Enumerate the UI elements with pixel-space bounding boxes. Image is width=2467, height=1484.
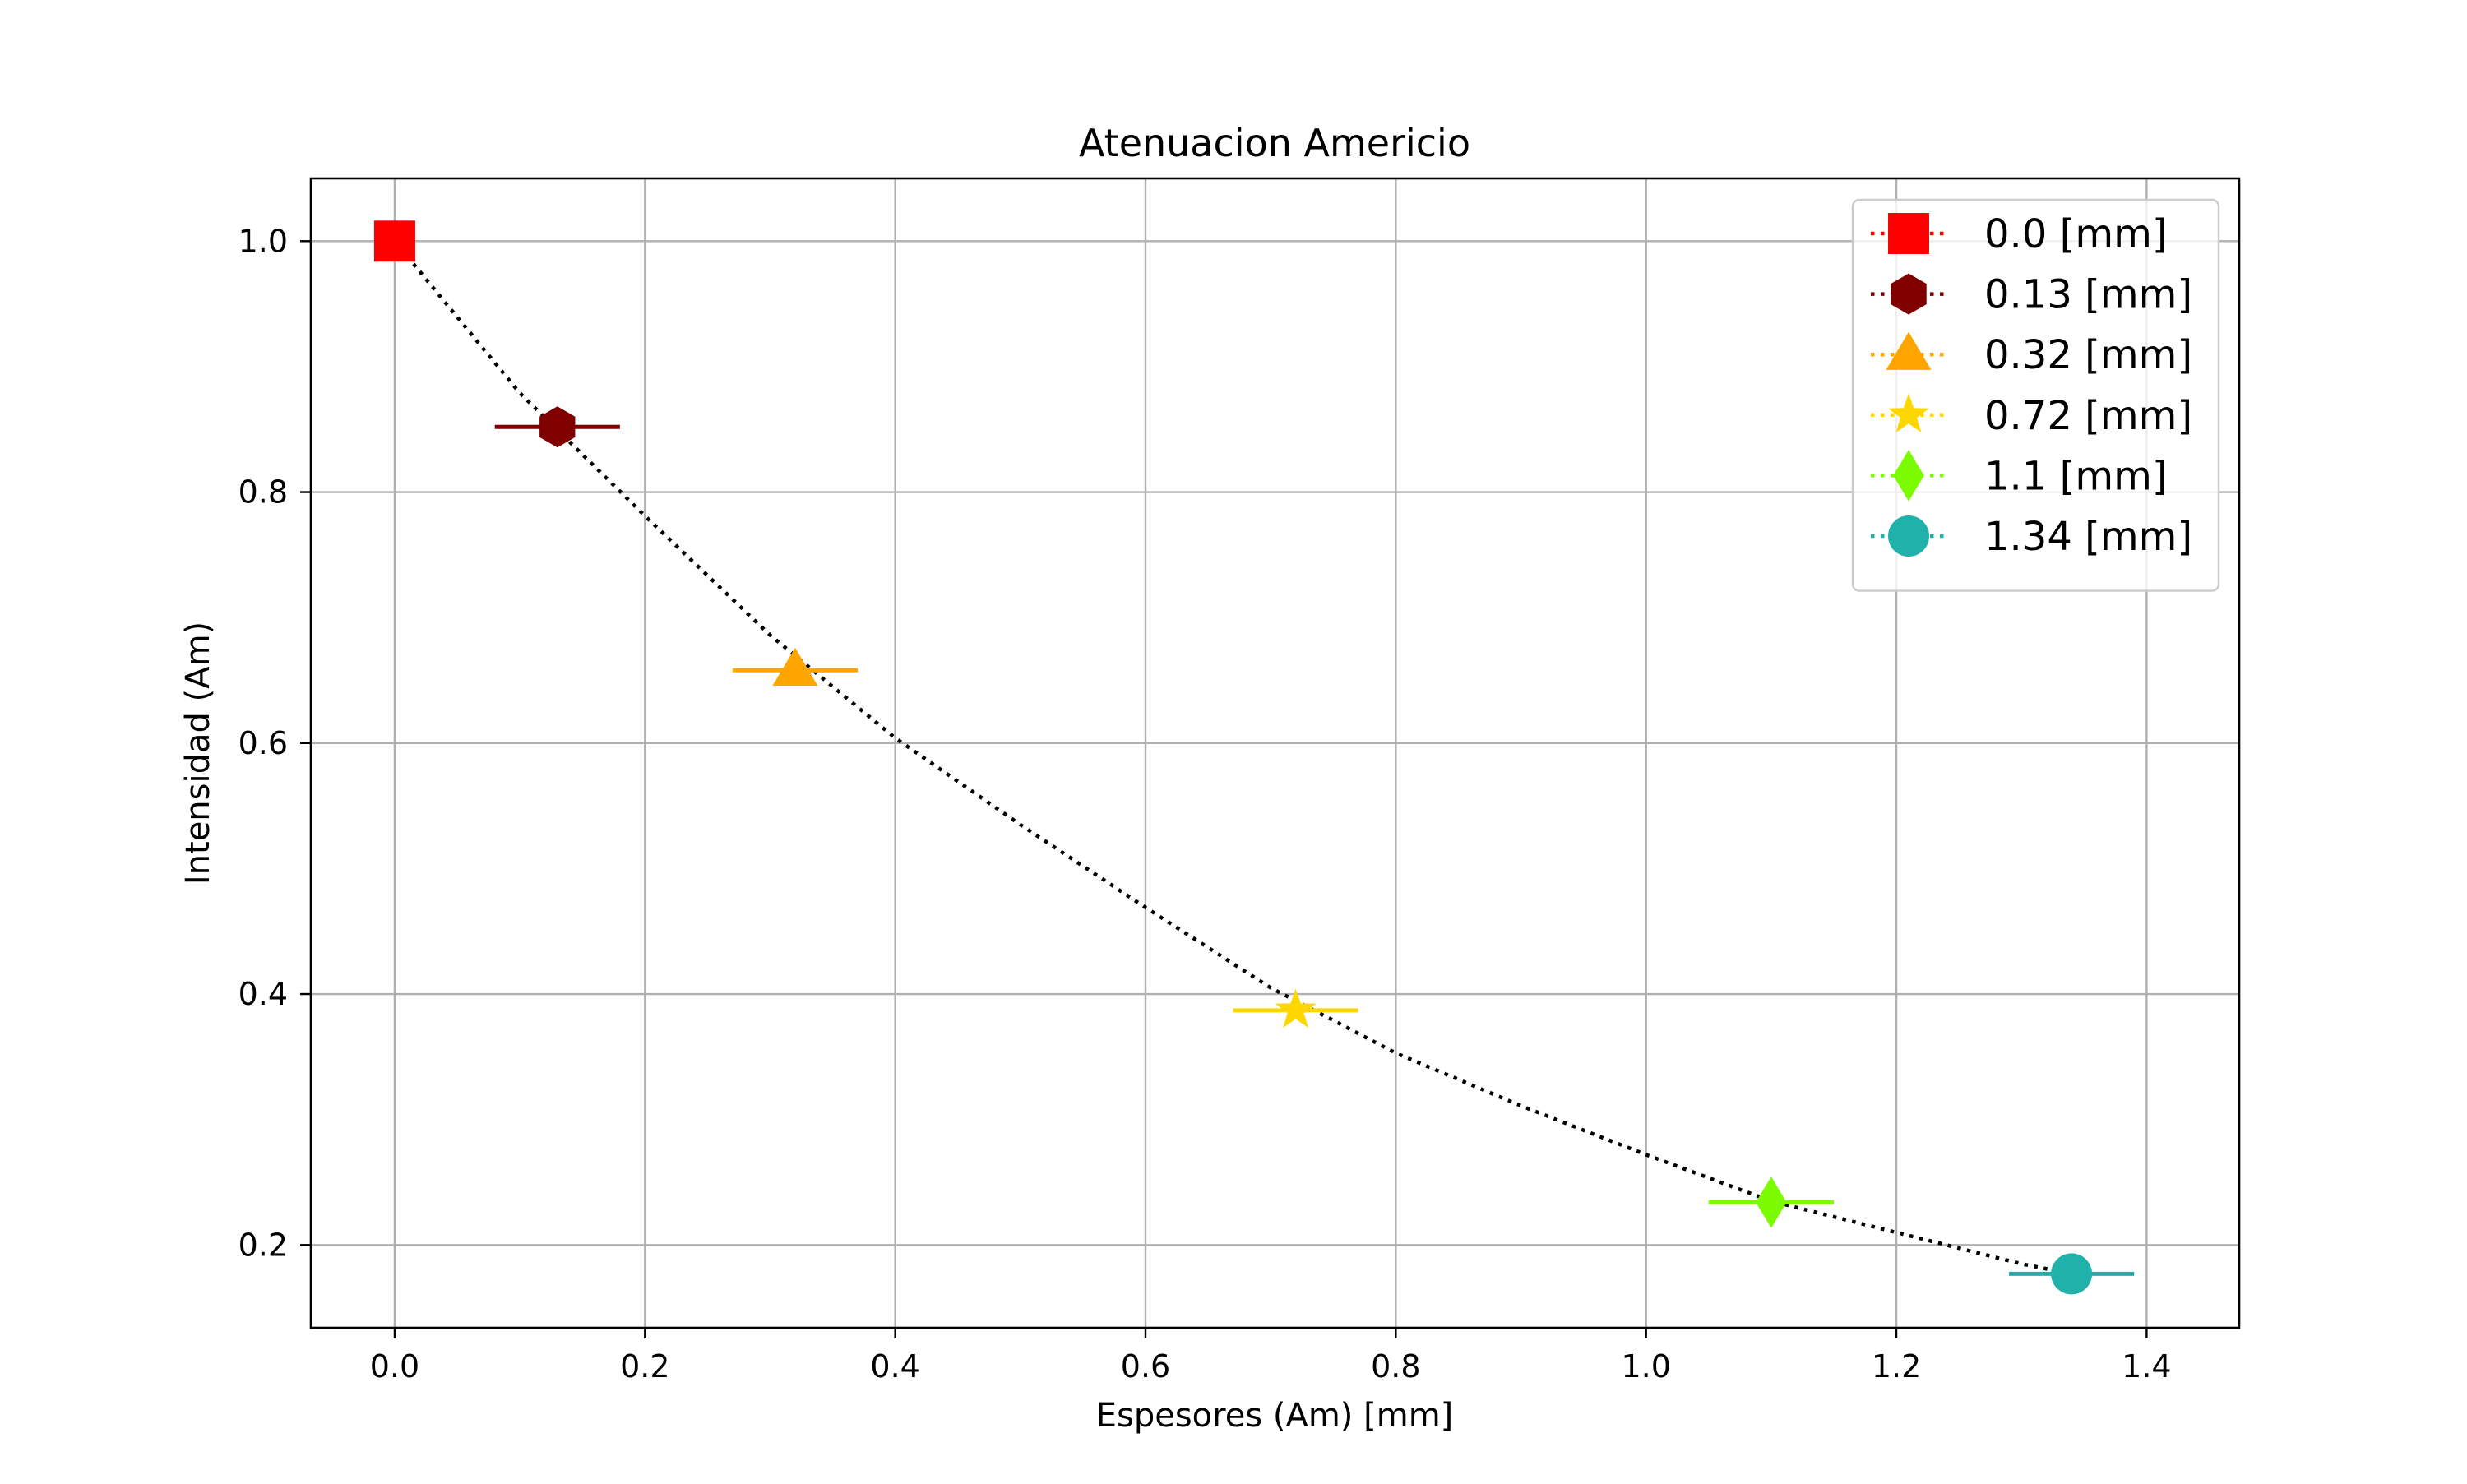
- legend-marker-circle: [1888, 515, 1929, 557]
- data-point-diamond: [1756, 1177, 1787, 1228]
- data-point-square: [373, 220, 415, 262]
- legend-box: [1851, 198, 2220, 592]
- legend: 0.0 [mm] 0.13 [mm] 0.32 [mm] 0.72 [mm] 1.1 […: [1851, 198, 2220, 592]
- data-point-hexagon: [539, 406, 576, 448]
- data-point-circle: [2051, 1253, 2093, 1295]
- y-tick-label: 1.0: [238, 223, 288, 259]
- x-tick-label: 0.4: [870, 1348, 919, 1385]
- data-point-triangle: [772, 647, 818, 686]
- x-tick-label: 0.6: [1121, 1348, 1170, 1385]
- y-tick-label: 0.6: [238, 725, 288, 761]
- x-tick-label: 0.0: [370, 1348, 419, 1385]
- x-tick-label: 1.4: [2122, 1348, 2171, 1385]
- x-axis-label: Espesores (Am) [mm]: [1096, 1397, 1454, 1435]
- legend-marker-hexagon: [1891, 273, 1927, 315]
- legend-marker-star: [1888, 393, 1929, 432]
- fit-curve-layer: [393, 239, 2072, 1276]
- y-tick-label: 0.4: [238, 976, 288, 1012]
- y-tick-label: 0.8: [238, 474, 288, 511]
- legend-label: 0.0 [mm]: [1984, 211, 2168, 257]
- legend-marker-triangle: [1886, 331, 1932, 370]
- series-layer: [373, 220, 2135, 1295]
- x-tick-label: 1.2: [1872, 1348, 1921, 1385]
- y-tick-label: 0.2: [238, 1227, 288, 1263]
- ticks: 0.0 0.2 0.4 0.6 0.8 1.0 1.2 1.4 0.2 0.4 0.6 0.8 1.0: [238, 223, 2172, 1385]
- y-axis-label: Intensidad (Am): [179, 622, 217, 885]
- fit-curve: [393, 239, 2072, 1276]
- x-tick-label: 0.8: [1371, 1348, 1420, 1385]
- legend-label: 1.1 [mm]: [1984, 453, 2168, 499]
- legend-marker-square: [1888, 213, 1929, 254]
- legend-label: 0.13 [mm]: [1984, 272, 2192, 318]
- legend-label: 0.32 [mm]: [1984, 332, 2192, 378]
- x-tick-label: 1.0: [1621, 1348, 1670, 1385]
- legend-label: 1.34 [mm]: [1984, 514, 2192, 560]
- chart-title: Atenuacion Americio: [1079, 121, 1470, 165]
- legend-label: 0.72 [mm]: [1984, 393, 2192, 439]
- grid: [311, 178, 2239, 1328]
- legend-marker-diamond: [1893, 450, 1924, 502]
- plot-frame: [309, 177, 2241, 1329]
- x-tick-label: 0.2: [620, 1348, 669, 1385]
- data-point-star: [1275, 988, 1317, 1029]
